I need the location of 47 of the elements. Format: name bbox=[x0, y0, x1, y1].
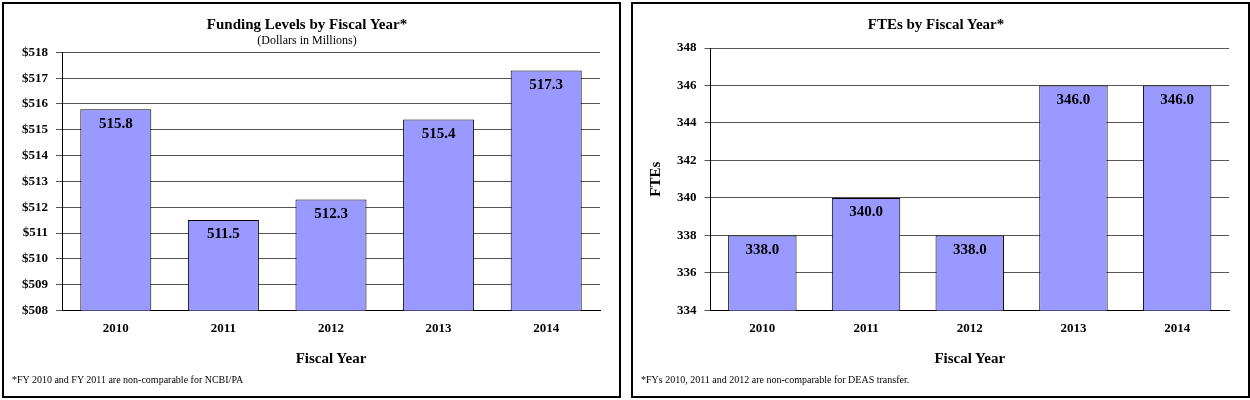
y-tick-label: $509 bbox=[22, 275, 49, 291]
y-tick-label: 344 bbox=[677, 114, 697, 130]
x-tick-label: 2013 bbox=[1060, 319, 1087, 335]
data-label: 515.4 bbox=[421, 124, 456, 141]
y-tick-label: 348 bbox=[677, 39, 697, 55]
y-tick-label: $512 bbox=[22, 198, 48, 214]
x-tick-label: 2010 bbox=[102, 319, 129, 335]
y-tick-label: $508 bbox=[22, 301, 49, 317]
y-tick-label: 336 bbox=[677, 264, 697, 280]
data-label: 511.5 bbox=[206, 225, 240, 242]
x-axis-title: Fiscal Year bbox=[295, 349, 367, 366]
y-axis-title: FTEs bbox=[646, 161, 663, 197]
data-label: 340.0 bbox=[849, 203, 883, 220]
y-tick-label: $515 bbox=[22, 121, 49, 137]
data-label: 517.3 bbox=[529, 75, 564, 92]
chart-subtitle: (Dollars in Millions) bbox=[257, 33, 357, 48]
x-tick-label: 2011 bbox=[853, 319, 879, 335]
y-tick-label: $513 bbox=[22, 172, 49, 188]
chart-title: FTEs by Fiscal Year* bbox=[867, 15, 1005, 32]
x-axis-title: Fiscal Year bbox=[934, 349, 1006, 366]
chart-title: Funding Levels by Fiscal Year* bbox=[206, 15, 408, 32]
text: *FYs 2010, 2011 and 2012 are non-comparable for DEAS transfer. bbox=[641, 374, 910, 385]
x-tick-label: 2012 bbox=[956, 319, 983, 335]
y-tick-label: $518 bbox=[22, 43, 49, 59]
data-label: 338.0 bbox=[745, 240, 780, 257]
y-tick-label: $511 bbox=[22, 224, 48, 240]
text: *FY 2010 and FY 2011 are non-comparable for NCBI/PA bbox=[12, 374, 244, 385]
x-tick-label: 2013 bbox=[425, 319, 453, 335]
data-label: 346.0 bbox=[1056, 90, 1091, 107]
y-tick-label: $510 bbox=[22, 250, 48, 266]
y-tick-label: $517 bbox=[22, 69, 49, 85]
y-tick-label: 338 bbox=[677, 226, 697, 242]
data-label: 338.0 bbox=[952, 240, 987, 257]
x-tick-label: 2014 bbox=[533, 319, 560, 335]
data-label: 515.8 bbox=[98, 114, 133, 131]
y-tick-label: 346 bbox=[677, 76, 697, 92]
y-tick-label: 342 bbox=[677, 151, 697, 167]
x-tick-label: 2011 bbox=[210, 319, 237, 335]
y-tick-label: $516 bbox=[22, 95, 49, 111]
y-tick-label: $514 bbox=[22, 146, 49, 162]
x-tick-label: 2010 bbox=[749, 319, 776, 335]
x-tick-label: 2012 bbox=[318, 319, 344, 335]
y-tick-label: 334 bbox=[677, 301, 697, 317]
data-label: 512.3 bbox=[314, 204, 348, 221]
y-tick-label: 340 bbox=[677, 189, 697, 205]
data-label: 346.0 bbox=[1160, 90, 1195, 107]
x-tick-label: 2014 bbox=[1164, 319, 1191, 335]
